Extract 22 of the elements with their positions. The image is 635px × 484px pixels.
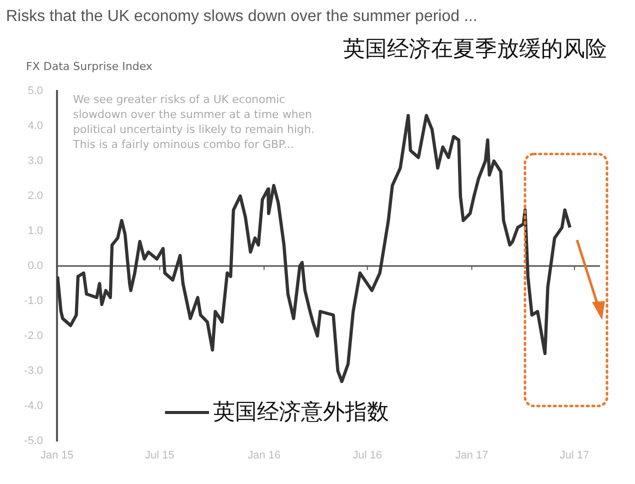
y-tick-label: -2.0 [24, 330, 43, 342]
chart-title: Risks that the UK economy slows down over the summer period ... [6, 8, 478, 26]
y-axis-title: FX Data Surprise Index [26, 60, 152, 73]
y-tick-label: 2.0 [28, 190, 43, 202]
legend-label: 英国经济意外指数 [213, 399, 389, 427]
annotation: We see greater risks of a UK economic slowdown over the summer at a time when political uncertainty is likely to remain high. This is a fairly ominous combo for GBP... [73, 92, 316, 152]
y-tick-label: 1.0 [28, 225, 43, 238]
y-tick-label: -5.0 [24, 435, 43, 448]
y-tick-label: 0.0 [28, 260, 43, 272]
y-tick-label: 5.0 [28, 85, 43, 98]
x-tick-label: Jul 15 [145, 450, 174, 462]
y-tick-label: -3.0 [24, 365, 43, 378]
x-tick-label: Jan 15 [40, 450, 74, 462]
y-tick-label: -4.0 [24, 400, 43, 412]
x-tick-label: Jan 17 [455, 450, 488, 462]
y-tick-label: 4.0 [28, 120, 43, 132]
x-tick-label: Jan 16 [248, 450, 281, 462]
x-tick-label: Jul 16 [352, 450, 382, 462]
x-tick-label: Jul 17 [560, 450, 590, 462]
y-tick-label: 3.0 [28, 155, 43, 168]
y-tick-label: -1.0 [24, 295, 43, 308]
chart-subtitle: 英国经济在夏季放缓的风险 [343, 34, 607, 64]
